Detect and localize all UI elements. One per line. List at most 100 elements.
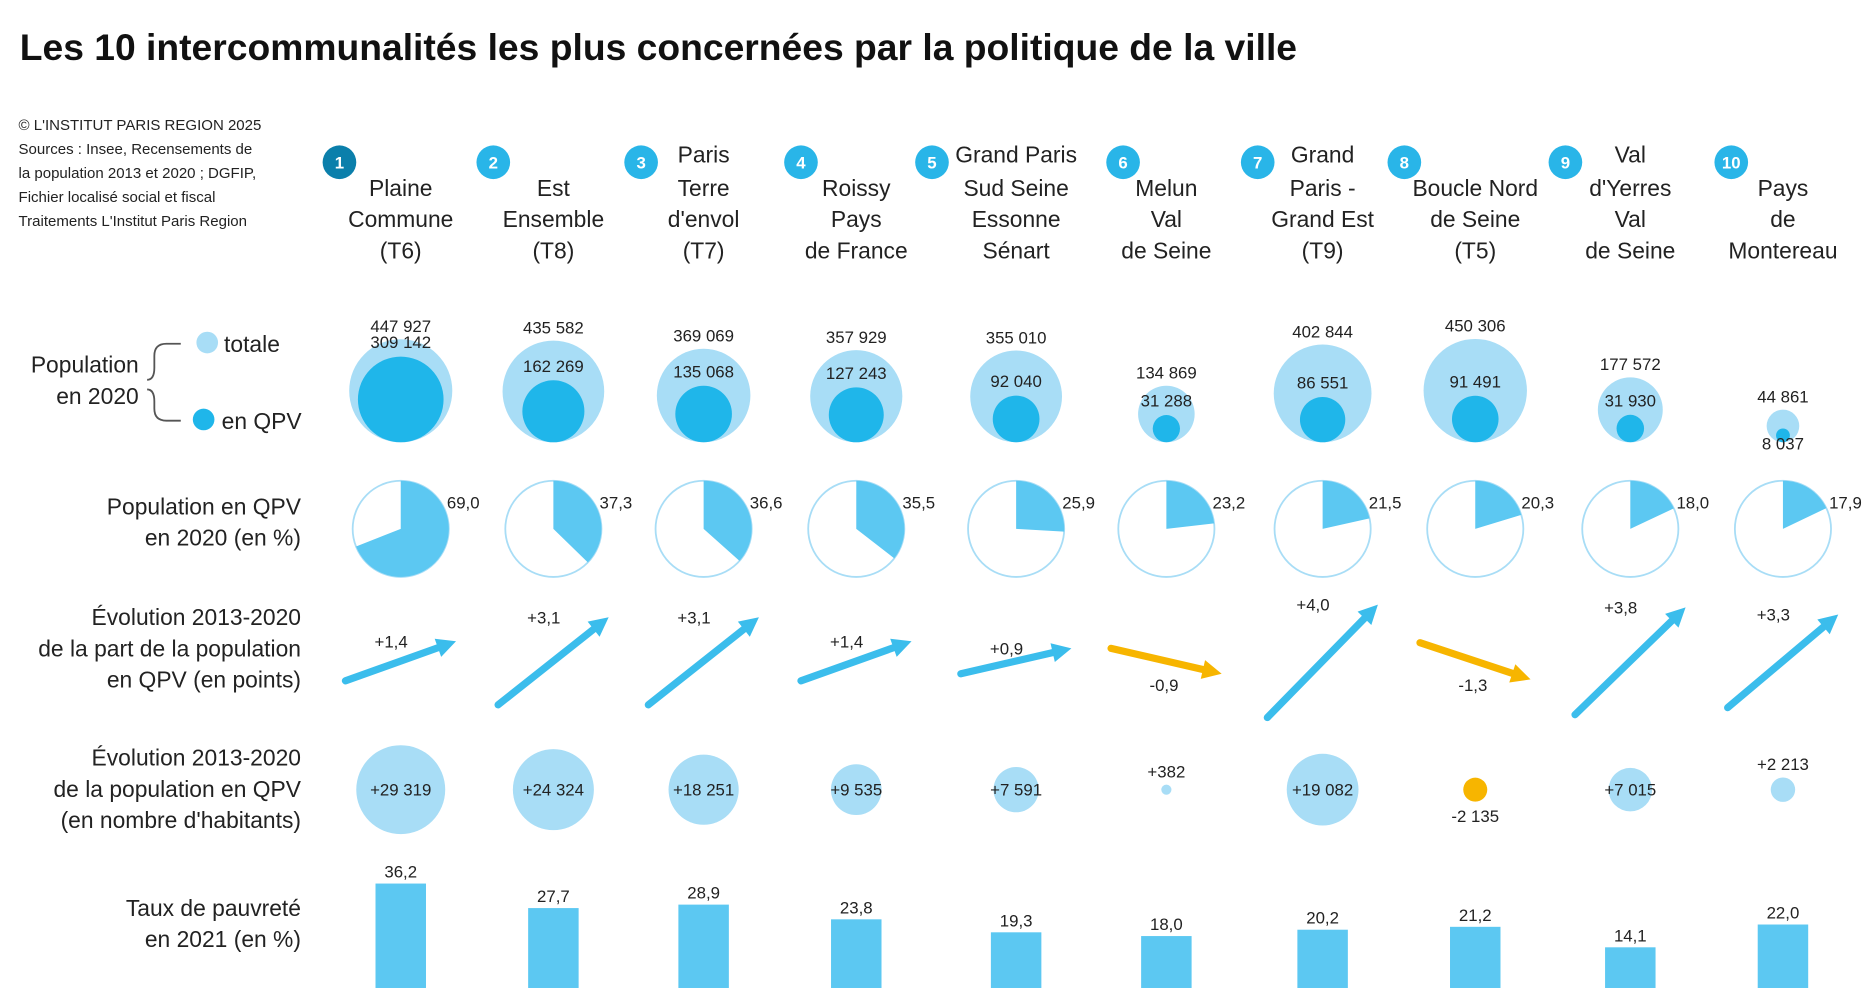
column-7: 7 Grand Paris - Grand Est (T9) 402 844 86 551 2… [1240, 141, 1402, 988]
pop-qpv-label: 91 491 [1450, 372, 1501, 391]
column-name-line: (T9) [1302, 237, 1344, 263]
share-pie-slice [703, 480, 752, 561]
row-label-pop_change: Évolution 2013-2020 [92, 745, 301, 771]
pop-total-label: 134 869 [1136, 364, 1197, 383]
rank-badge [1106, 145, 1140, 180]
pop-qpv-circle [992, 395, 1040, 443]
poverty-label: 27,7 [537, 887, 570, 906]
pop-qpv-circle [1451, 395, 1499, 443]
row-label-population: en 2020 [56, 383, 139, 409]
credit-line: la population 2013 et 2020 ; DGFIP, [19, 165, 257, 182]
column-name-line: Paris [678, 141, 730, 167]
rank-number: 2 [489, 153, 498, 172]
poverty-bar [1297, 929, 1348, 988]
pop-total-label: 355 010 [986, 328, 1047, 347]
column-name-line: Commune [348, 206, 453, 232]
poverty-label: 20,2 [1306, 909, 1339, 928]
share-change-label: +1,4 [830, 632, 863, 651]
poverty-bar [1450, 926, 1501, 988]
arrow-head [1050, 643, 1072, 663]
pop-change-label: +9 535 [830, 781, 882, 800]
pop-total-label: 435 582 [523, 318, 584, 337]
share-change-arrow [957, 649, 1057, 678]
column-name-line: de Seine [1121, 237, 1211, 263]
row-label-poverty: Taux de pauvreté [126, 895, 301, 921]
pop-total-label: 177 572 [1600, 355, 1661, 374]
pop-qpv-label: 162 269 [523, 357, 584, 376]
share-change-arrow [1724, 623, 1828, 712]
pop-change-label: +24 324 [523, 781, 584, 800]
poverty-bar [990, 932, 1042, 988]
rank-badge [1714, 145, 1749, 180]
legend-qpv-swatch [192, 408, 215, 431]
pop-qpv-circle [1616, 414, 1645, 443]
row-label-population: Population [31, 352, 139, 378]
pop-qpv-circle [1776, 428, 1790, 443]
row-label-share_change: Évolution 2013-2020 [92, 604, 301, 630]
share-change-arrow [797, 644, 898, 685]
column-name-line: (T8) [532, 237, 574, 263]
pop-total-circle [1138, 385, 1195, 443]
column-name-line: (T5) [1454, 237, 1496, 263]
share-label: 69,0 [447, 493, 480, 512]
rank-badge [1548, 145, 1583, 180]
column-name-line: Roissy [822, 175, 891, 201]
legend-total-label: totale [224, 331, 280, 357]
column-name-line: de [1770, 206, 1795, 232]
share-change-arrow [1263, 614, 1369, 722]
pop-change-circle [668, 754, 739, 825]
credit-line: Sources : Insee, Recensements de [19, 141, 253, 158]
pop-qpv-circle [828, 387, 884, 443]
arrow-head [1509, 664, 1531, 683]
pop-qpv-circle [1152, 415, 1180, 443]
pop-qpv-label: 86 551 [1297, 374, 1348, 393]
pop-change-circle [1161, 784, 1172, 795]
share-pie-slice [856, 480, 905, 559]
legend-total-swatch [196, 331, 219, 354]
poverty-bar [678, 904, 729, 988]
poverty-label: 14,1 [1614, 926, 1647, 945]
share-label: 36,6 [750, 493, 783, 512]
rank-number: 4 [796, 153, 806, 172]
column-name-line: Est [537, 175, 571, 201]
share-label: 20,3 [1521, 493, 1554, 512]
column-name-line: Paris - [1290, 175, 1356, 201]
share-change-label: +3,1 [677, 608, 710, 627]
poverty-label: 22,0 [1767, 904, 1800, 923]
column-name-line: Montereau [1728, 237, 1837, 263]
poverty-bar [1141, 936, 1192, 988]
share-label: 25,9 [1062, 493, 1095, 512]
pop-qpv-label: 92 040 [990, 372, 1041, 391]
arrow-head [737, 617, 759, 637]
pop-change-circle [512, 749, 594, 831]
poverty-bar [528, 908, 579, 988]
rank-number: 10 [1722, 153, 1741, 172]
pop-change-label: +7 015 [1604, 781, 1656, 800]
pop-total-label: 447 927 [370, 317, 431, 336]
share-pie-slice [1166, 480, 1215, 529]
pop-qpv-label: 8 037 [1762, 435, 1804, 454]
arrow-head [1665, 607, 1686, 628]
pop-total-label: 450 306 [1445, 317, 1506, 336]
column-5: 5 Grand Paris Sud Seine Essonne Sénart 355 01… [915, 141, 1095, 988]
share-label: 21,5 [1369, 493, 1402, 512]
pop-qpv-label: 127 243 [826, 364, 887, 383]
share-label: 18,0 [1676, 493, 1709, 512]
column-4: 4 Roissy Pays de France 357 929 127 243 35,5 +1… [784, 145, 935, 988]
share-change-arrow [341, 644, 442, 685]
rank-number: 1 [335, 153, 344, 172]
legend-qpv-label: en QPV [222, 408, 303, 434]
row-labels: Population en 2020 Population en QPV en 202… [31, 331, 303, 952]
pop-total-circle [1597, 377, 1663, 443]
pop-qpv-label: 31 288 [1141, 392, 1192, 411]
pop-change-circle [1463, 777, 1488, 802]
credits: © L'INSTITUT PARIS REGION 2025 Sources : … [19, 117, 262, 230]
pop-total-circle [1423, 338, 1527, 443]
poverty-bar [375, 883, 426, 988]
share-pie-slice [553, 480, 602, 563]
column-name-line: Melun [1135, 175, 1197, 201]
share-change-label: +0,9 [990, 639, 1023, 658]
row-label-pop_change: (en nombre d'habitants) [61, 807, 301, 833]
column-2: 2 Est Ensemble (T8) 435 582 162 269 37,3 +3,1 +2… [476, 145, 632, 988]
